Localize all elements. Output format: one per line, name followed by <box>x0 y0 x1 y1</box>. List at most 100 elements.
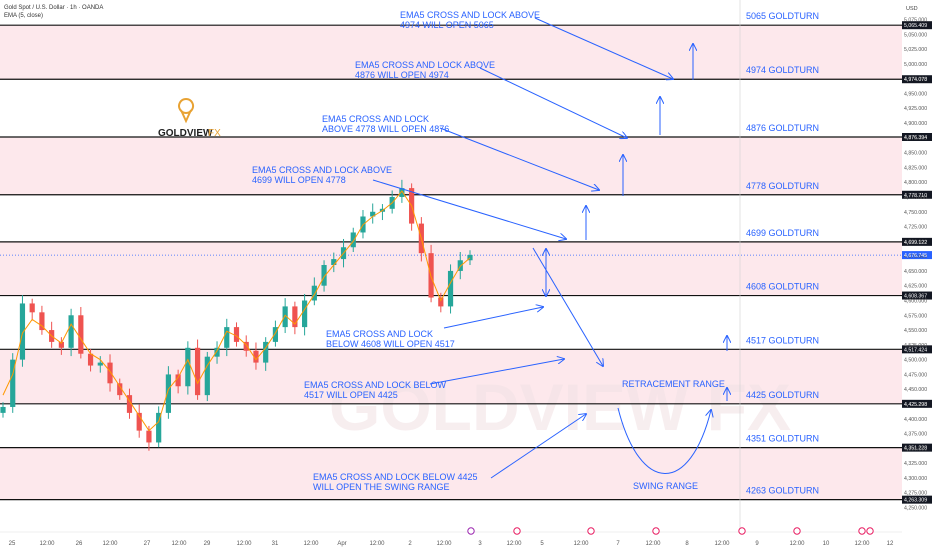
price-tick: 4,550.000 <box>904 328 927 334</box>
projection-arrow <box>439 127 599 190</box>
price-tick: 4,625.000 <box>904 284 927 290</box>
candle-body <box>194 347 201 396</box>
price-tick: 4,650.000 <box>904 269 927 275</box>
price-flag <box>902 237 932 246</box>
price-tick: 5,000.000 <box>904 62 927 68</box>
candle-body <box>68 315 74 348</box>
swing-label: SWING RANGE <box>633 481 698 491</box>
time-tick: 27 <box>144 541 151 547</box>
candles <box>0 179 473 451</box>
annotation-text: ABOVE 4778 WILL OPEN 4876 <box>322 124 449 134</box>
annotation-text: EMA5 CROSS AND LOCK <box>326 329 433 339</box>
range-band <box>0 447 902 500</box>
time-tick: 12:00 <box>171 541 187 547</box>
candle-body <box>175 374 181 387</box>
candle-body <box>447 270 454 307</box>
time-tick: 12:00 <box>645 541 661 547</box>
time-tick: 9 <box>755 541 759 547</box>
candle-body <box>214 347 220 357</box>
range-band <box>0 25 902 80</box>
candle-body <box>117 383 123 396</box>
candle-body <box>253 350 259 363</box>
level-label: 4974 GOLDTURN <box>746 65 819 75</box>
indicator-label: EMA (5, close) <box>4 13 44 19</box>
price-tick: 4,725.000 <box>904 225 927 231</box>
time-tick: 2 <box>408 541 412 547</box>
time-tick: 8 <box>685 541 689 547</box>
candle-body <box>243 341 249 351</box>
candle-body <box>165 374 171 413</box>
annotation-text: 4974 WILL OPEN 5065 <box>400 20 494 30</box>
price-flag-label: 4,778.710 <box>904 193 927 199</box>
price-tick: 4,700.000 <box>904 239 927 245</box>
currency-label: USD <box>906 6 918 12</box>
annotation-text: EMA5 CROSS AND LOCK ABOVE <box>355 60 495 70</box>
logo-name: GOLDVIEW <box>158 128 213 139</box>
price-flag-label: 4,974.078 <box>904 77 927 83</box>
price-tick: 5,050.000 <box>904 32 927 38</box>
annotation-text: EMA5 CROSS AND LOCK BELOW <box>304 380 447 390</box>
time-axis <box>0 527 902 535</box>
price-tick: 5,075.000 <box>904 18 927 24</box>
candle-body <box>311 285 317 301</box>
logo-pin-icon <box>178 98 195 114</box>
chart-header: Gold Spot / U.S. Dollar · 1h · OANDA EMA… <box>4 4 103 20</box>
time-tick: 12:00 <box>236 541 252 547</box>
logo-suffix: FX <box>208 128 221 139</box>
price-flag-label: 5,065.409 <box>904 23 927 29</box>
price-flag <box>902 132 932 141</box>
annotation-text: 4517 WILL OPEN 4425 <box>304 390 398 400</box>
candle-body <box>204 356 210 396</box>
level-label: 4876 GOLDTURN <box>746 123 819 133</box>
annotation-text: 4876 WILL OPEN 4974 <box>355 70 449 80</box>
projection-arrow <box>534 17 673 79</box>
candle-body <box>467 254 473 261</box>
candle-body <box>282 306 288 328</box>
price-tick: 4,800.000 <box>904 180 927 186</box>
price-tick: 4,350.000 <box>904 446 927 452</box>
price-tick: 4,525.000 <box>904 343 927 349</box>
price-tick: 4,500.000 <box>904 358 927 364</box>
price-tick: 4,675.000 <box>904 254 927 260</box>
candle-body <box>224 327 230 348</box>
time-tick: 12:00 <box>369 541 385 547</box>
price-tick: 4,950.000 <box>904 91 927 97</box>
price-tick: 4,575.000 <box>904 313 927 319</box>
level-label: 5065 GOLDTURN <box>746 11 819 21</box>
candle-body <box>29 303 35 313</box>
event-flag-icon <box>858 527 866 535</box>
price-flag-label: 4,351.228 <box>904 446 927 452</box>
candle-body <box>39 312 45 331</box>
annotation-text: WILL OPEN THE SWING RANGE <box>313 482 450 492</box>
price-tick: 4,400.000 <box>904 417 927 423</box>
price-axis-bg <box>902 0 932 550</box>
candle-body <box>19 303 26 360</box>
candle-body <box>263 341 269 363</box>
logo-pin-tip <box>180 109 192 124</box>
projection-arrow <box>479 67 627 138</box>
price-tick: 4,375.000 <box>904 432 927 438</box>
annotation-text: EMA5 CROSS AND LOCK ABOVE <box>400 10 540 20</box>
annotation-text: EMA5 CROSS AND LOCK <box>322 114 429 124</box>
event-flag-icon <box>587 527 595 535</box>
price-tick: 4,425.000 <box>904 402 927 408</box>
candle-body <box>331 259 337 265</box>
range-band <box>0 349 902 404</box>
swing-curve <box>617 407 711 474</box>
range-band <box>0 136 902 195</box>
price-tick: 4,875.000 <box>904 136 927 142</box>
time-tick: 5 <box>540 541 544 547</box>
candle-body <box>321 265 327 286</box>
projection-arrow <box>429 359 564 385</box>
price-tick: 4,775.000 <box>904 195 927 201</box>
candle-body <box>97 362 103 366</box>
price-tick: 4,750.000 <box>904 210 927 216</box>
candle-body <box>399 188 405 197</box>
price-tick: 4,275.000 <box>904 491 927 497</box>
time-tick: 29 <box>204 541 211 547</box>
price-flag <box>902 443 932 452</box>
annotations <box>372 17 727 479</box>
time-tick: 12:00 <box>303 541 319 547</box>
